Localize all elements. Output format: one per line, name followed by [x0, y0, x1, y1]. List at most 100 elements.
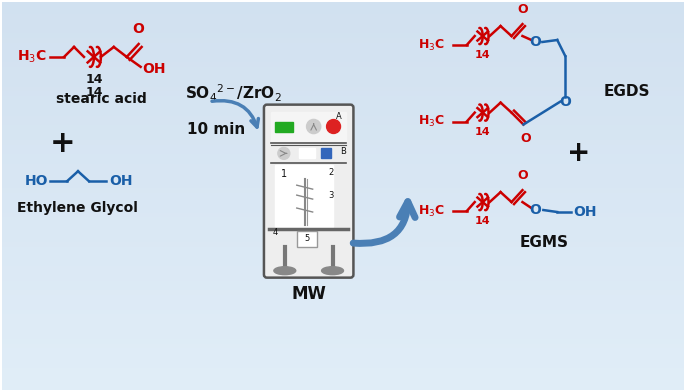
Bar: [3, 30, 684, 36]
Bar: [3, 278, 684, 284]
Bar: [3, 282, 684, 288]
Bar: [3, 171, 684, 177]
FancyBboxPatch shape: [297, 231, 316, 247]
Bar: [3, 55, 684, 60]
Text: O: O: [559, 95, 571, 109]
Bar: [3, 93, 684, 99]
Bar: [3, 239, 684, 245]
Bar: [3, 98, 684, 104]
Bar: [3, 234, 684, 240]
Bar: [3, 340, 684, 346]
Ellipse shape: [274, 267, 296, 275]
Bar: [3, 350, 684, 356]
Text: Ethylene Glycol: Ethylene Glycol: [16, 201, 138, 215]
Text: O: O: [520, 133, 531, 145]
Bar: [3, 297, 684, 303]
Bar: [3, 205, 684, 211]
Bar: [3, 50, 684, 55]
Bar: [3, 248, 684, 254]
Bar: [3, 253, 684, 259]
Bar: [3, 69, 684, 75]
Bar: [3, 83, 684, 89]
Text: O: O: [530, 35, 541, 49]
Bar: [3, 117, 684, 123]
Text: 3: 3: [329, 191, 334, 200]
Bar: [3, 374, 684, 380]
Text: +: +: [567, 139, 591, 167]
Bar: [3, 166, 684, 172]
Bar: [3, 326, 684, 332]
Bar: [3, 244, 684, 250]
Bar: [3, 210, 684, 216]
Ellipse shape: [322, 267, 343, 275]
Text: O: O: [517, 169, 527, 182]
Text: H$_3$C: H$_3$C: [17, 49, 47, 65]
Bar: [3, 35, 684, 41]
Circle shape: [278, 147, 290, 160]
Text: O: O: [517, 3, 527, 16]
Text: +: +: [49, 129, 75, 158]
Bar: [3, 200, 684, 206]
Bar: [3, 321, 684, 327]
Text: stearic acid: stearic acid: [56, 92, 147, 106]
Bar: [3, 79, 684, 85]
Bar: [271, 112, 347, 144]
Bar: [3, 137, 684, 143]
Text: OH: OH: [142, 62, 166, 76]
Bar: [275, 122, 292, 133]
Bar: [3, 287, 684, 293]
Bar: [3, 258, 684, 264]
Bar: [3, 108, 684, 114]
Circle shape: [327, 120, 340, 133]
Bar: [3, 181, 684, 186]
Bar: [3, 316, 684, 322]
Bar: [3, 195, 684, 201]
Text: B: B: [340, 147, 347, 156]
Text: 14: 14: [475, 126, 490, 136]
Bar: [3, 127, 684, 133]
Bar: [3, 45, 684, 51]
Text: O: O: [530, 203, 541, 217]
Bar: [3, 64, 684, 70]
Text: 2: 2: [329, 168, 334, 177]
Text: 14: 14: [85, 73, 103, 86]
Bar: [3, 132, 684, 138]
Text: 5: 5: [304, 234, 310, 243]
Bar: [3, 1, 684, 7]
Bar: [3, 312, 684, 317]
Bar: [3, 6, 684, 12]
Text: 14: 14: [475, 50, 490, 60]
Bar: [3, 147, 684, 152]
Bar: [3, 365, 684, 370]
Text: H$_3$C: H$_3$C: [418, 204, 445, 218]
Text: A: A: [336, 112, 341, 121]
Text: 4: 4: [273, 228, 278, 237]
Bar: [3, 185, 684, 191]
Text: MW: MW: [291, 285, 326, 303]
Bar: [3, 59, 684, 65]
Text: O: O: [133, 22, 145, 36]
Text: 14: 14: [85, 86, 103, 99]
Text: H$_3$C: H$_3$C: [418, 37, 445, 53]
Bar: [3, 161, 684, 167]
Bar: [3, 292, 684, 298]
Bar: [3, 142, 684, 148]
Bar: [3, 219, 684, 225]
Bar: [321, 148, 331, 158]
Bar: [3, 379, 684, 385]
Text: 1: 1: [281, 169, 287, 179]
Text: H$_3$C: H$_3$C: [418, 114, 445, 129]
Bar: [3, 190, 684, 196]
Bar: [3, 346, 684, 351]
Bar: [3, 229, 684, 235]
Circle shape: [307, 120, 321, 133]
Bar: [3, 25, 684, 31]
Bar: [3, 21, 684, 27]
FancyArrowPatch shape: [353, 202, 415, 243]
Text: HO: HO: [24, 174, 48, 188]
Bar: [3, 336, 684, 342]
Text: EGMS: EGMS: [520, 235, 569, 250]
Bar: [3, 89, 684, 94]
Bar: [3, 370, 684, 376]
Bar: [3, 268, 684, 274]
